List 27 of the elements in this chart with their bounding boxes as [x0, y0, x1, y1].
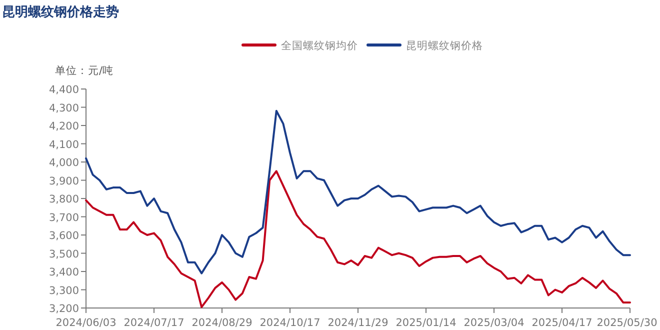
y-tick-label: 4,200 [48, 120, 79, 132]
y-tick-label: 3,300 [48, 284, 79, 297]
y-tick-label: 4,000 [48, 157, 79, 169]
y-tick-label: 3,400 [48, 266, 79, 278]
x-tick-label: 2024/10/17 [260, 317, 320, 329]
x-tick-label: 2025/03/04 [464, 317, 525, 329]
x-tick-label: 2024/11/29 [328, 317, 388, 329]
y-tick-label: 3,500 [48, 248, 79, 260]
legend-label: 全国螺纹钢均价 [281, 39, 358, 52]
y-tick-label: 4,100 [48, 138, 79, 151]
x-tick-label: 2024/08/29 [192, 317, 252, 329]
y-tick-label: 4,400 [48, 84, 79, 96]
y-tick-label: 4,300 [48, 102, 79, 114]
y-axis-title: 单位：元/吨 [55, 64, 114, 77]
y-tick-label: 3,700 [48, 212, 79, 224]
chart-title: 昆明螺纹钢价格走势 [2, 4, 119, 20]
x-tick-label: 2025/01/14 [396, 317, 457, 329]
x-tick-label: 2025/05/30 [596, 317, 658, 329]
x-tick-label: 2024/07/17 [124, 317, 184, 329]
y-tick-label: 3,800 [48, 194, 79, 206]
y-tick-label: 3,900 [48, 175, 79, 188]
legend-label: 昆明螺纹钢价格 [406, 39, 483, 52]
line-series [85, 110, 631, 274]
y-tick-label: 3,200 [48, 303, 79, 315]
y-tick-label: 3,600 [48, 230, 79, 242]
x-tick-label: 2024/06/03 [56, 317, 116, 329]
x-tick-label: 2025/04/17 [532, 317, 592, 329]
